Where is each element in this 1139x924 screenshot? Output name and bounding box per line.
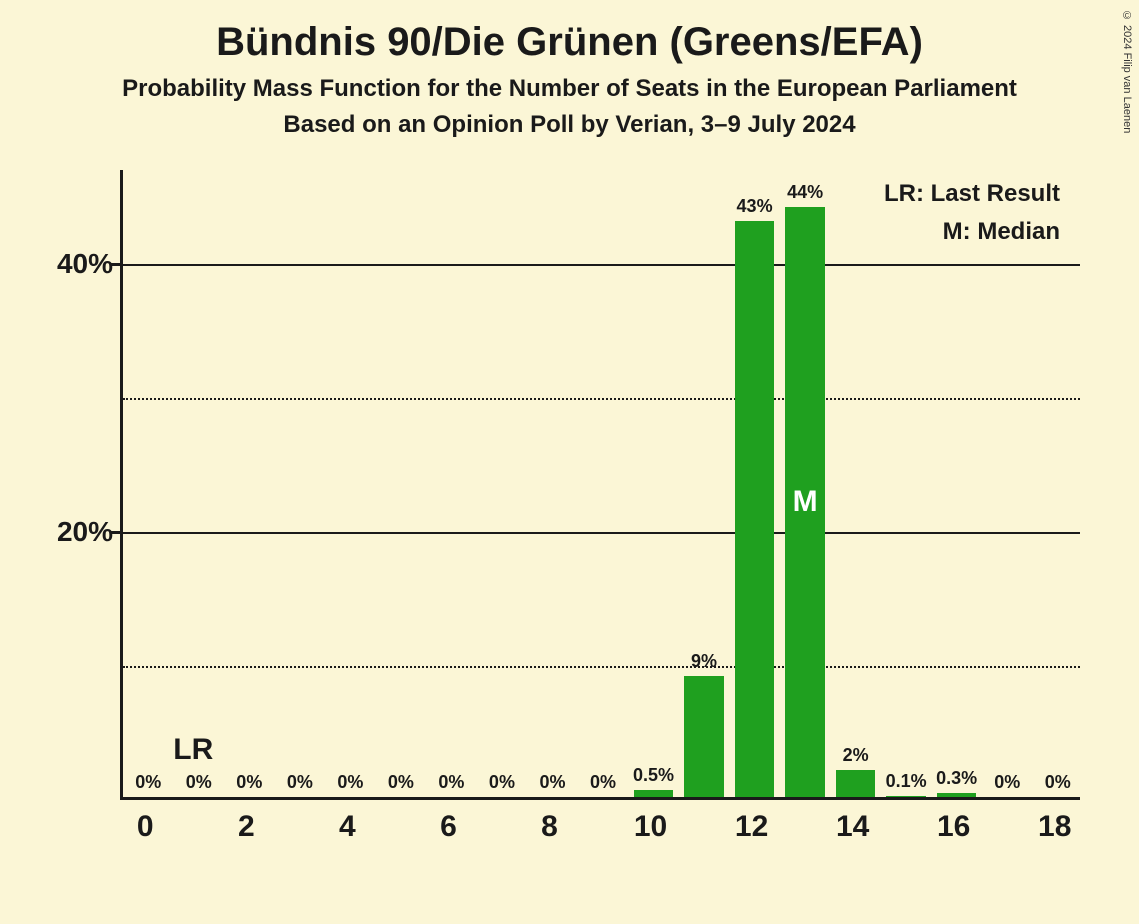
bar: 0% — [230, 797, 269, 798]
bar-value-label: 0.5% — [633, 765, 674, 786]
x-axis-label: 4 — [339, 810, 356, 844]
main-title: Bündnis 90/Die Grünen (Greens/EFA) — [0, 20, 1139, 65]
bar: 9% — [684, 676, 723, 797]
bar-rect — [634, 790, 673, 797]
x-axis-label: 2 — [238, 810, 255, 844]
bar-value-label: 2% — [843, 745, 869, 766]
bar: 0% — [1038, 797, 1077, 798]
bar: 0% — [482, 797, 521, 798]
legend-median: M: Median — [884, 213, 1060, 251]
chart-container: LR: Last Result M: Median 20%40%0%0%0%0%… — [60, 170, 1100, 870]
chart-plot-area: LR: Last Result M: Median 20%40%0%0%0%0%… — [120, 170, 1080, 800]
x-axis-label: 18 — [1038, 810, 1071, 844]
x-axis-label: 12 — [735, 810, 768, 844]
bar-value-label: 0% — [489, 772, 515, 793]
bar: 0% — [179, 797, 218, 798]
y-axis-label: 20% — [57, 516, 113, 548]
x-axis-label: 16 — [937, 810, 970, 844]
title-block: Bündnis 90/Die Grünen (Greens/EFA) Proba… — [0, 0, 1139, 139]
subtitle-1: Probability Mass Function for the Number… — [0, 75, 1139, 103]
bar-value-label: 43% — [737, 196, 773, 217]
bar: 0% — [331, 797, 370, 798]
subtitle-2: Based on an Opinion Poll by Verian, 3–9 … — [0, 111, 1139, 139]
copyright-text: © 2024 Filip van Laenen — [1121, 10, 1133, 133]
bar: M44% — [785, 207, 824, 797]
bar-value-label: 0% — [388, 772, 414, 793]
last-result-marker: LR — [173, 733, 213, 767]
bar: 0% — [280, 797, 319, 798]
bar: 0.5% — [634, 790, 673, 797]
bar-value-label: 0.1% — [886, 771, 927, 792]
bar-value-label: 0.3% — [936, 768, 977, 789]
bar: 0.1% — [886, 796, 925, 797]
bar-value-label: 0% — [186, 772, 212, 793]
bar: 0% — [533, 797, 572, 798]
bar-value-label: 0% — [994, 772, 1020, 793]
bar: 0% — [988, 797, 1027, 798]
x-axis-label: 6 — [440, 810, 457, 844]
bar-value-label: 0% — [539, 772, 565, 793]
bar: 43% — [735, 221, 774, 797]
bar: 2% — [836, 770, 875, 797]
bar-value-label: 44% — [787, 182, 823, 203]
grid-line-minor — [123, 398, 1080, 400]
bar-rect — [886, 796, 925, 797]
bar: 0% — [583, 797, 622, 798]
bar-value-label: 0% — [236, 772, 262, 793]
bar: 0% — [129, 797, 168, 798]
bar-rect: M — [785, 207, 824, 797]
chart-legend: LR: Last Result M: Median — [884, 175, 1060, 252]
bar-value-label: 0% — [135, 772, 161, 793]
bar-value-label: 0% — [590, 772, 616, 793]
x-axis-label: 14 — [836, 810, 869, 844]
bar-value-label: 0% — [337, 772, 363, 793]
bar: 0% — [381, 797, 420, 798]
bar-rect — [684, 676, 723, 797]
bar-value-label: 0% — [1045, 772, 1071, 793]
bar-rect — [937, 793, 976, 797]
grid-line — [123, 264, 1080, 266]
bar-rect — [836, 770, 875, 797]
legend-lr: LR: Last Result — [884, 175, 1060, 213]
bar: 0.3% — [937, 793, 976, 797]
bar: 0% — [432, 797, 471, 798]
x-axis-label: 8 — [541, 810, 558, 844]
bar-value-label: 9% — [691, 651, 717, 672]
x-axis-label: 10 — [634, 810, 667, 844]
y-axis-label: 40% — [57, 248, 113, 280]
bar-value-label: 0% — [438, 772, 464, 793]
bar-rect — [735, 221, 774, 797]
grid-line — [123, 532, 1080, 534]
median-marker: M — [793, 485, 818, 519]
grid-line-minor — [123, 666, 1080, 668]
bar-value-label: 0% — [287, 772, 313, 793]
x-axis-label: 0 — [137, 810, 154, 844]
